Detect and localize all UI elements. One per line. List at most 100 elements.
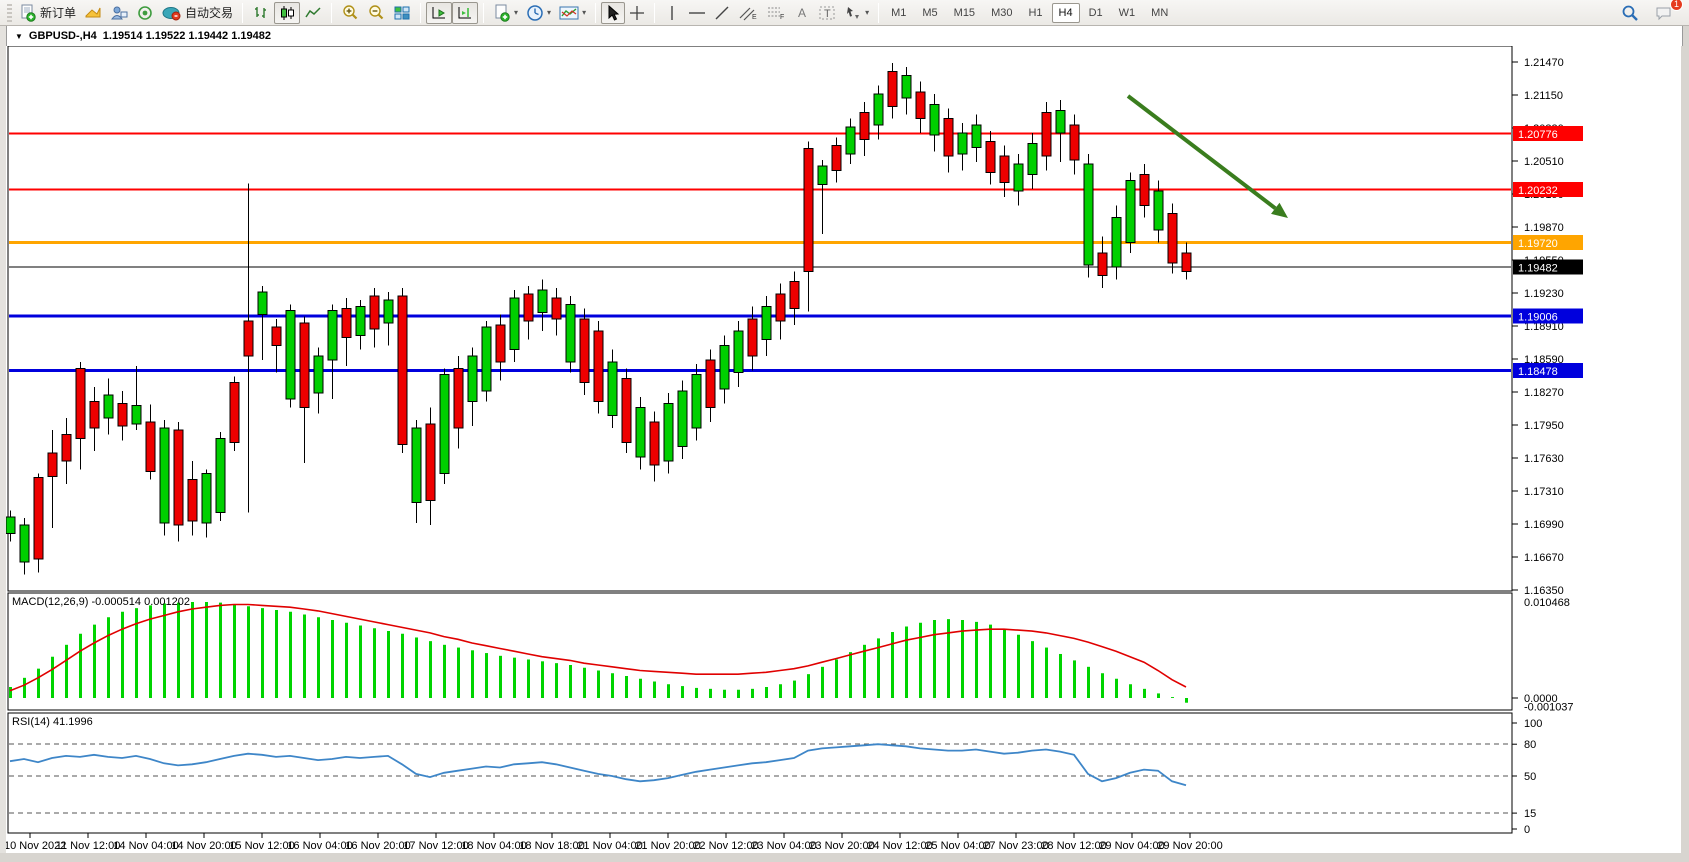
bar-chart-mode-button[interactable] [248,2,274,24]
fibonacci-tool-button[interactable]: F [762,2,790,24]
candlestick-mode-button[interactable] [274,1,301,24]
vertical-line-icon [671,5,673,20]
new-chart-button[interactable]: ▾ [489,2,522,24]
timeframe-button-m1[interactable]: M1 [891,6,907,19]
dropdown-caret-icon: ▾ [514,8,519,17]
rsi-label: RSI(14) 41.1996 [12,716,93,728]
candle-body [411,427,422,503]
tile-windows-button[interactable] [389,2,415,24]
panel-borders [7,45,1513,834]
bar-chart-icon [255,6,267,18]
equidistant-channel-icon: E [739,7,757,21]
arrow-objects-icon [847,6,860,19]
text-label-tool-button[interactable]: T [814,2,840,24]
collapse-icon[interactable]: ▼ [15,31,23,41]
candle-body [1153,190,1164,231]
zoom-in-icon [343,5,358,20]
macd-panel: MACD(12,26,9) -0.000514 0.001202 0.010468… [9,596,1574,714]
auto-scroll-button[interactable] [426,1,453,24]
zoom-out-button[interactable] [363,2,389,24]
notifications-button[interactable]: 1 [1651,0,1683,24]
candle-body [565,303,576,363]
timeframe-button-m30[interactable]: M30 [991,6,1013,19]
candle-body [705,359,716,408]
equidistant-channel-tool-button[interactable]: E [734,2,762,24]
svg-text:A: A [798,6,806,20]
trend-arrow[interactable] [1126,94,1288,218]
timeframe-button-h1[interactable]: H1 [1028,6,1043,19]
time-axis-label: 23 Nov 20:00 [809,840,874,852]
auto-trading-button[interactable]: 自动交易 [158,2,237,24]
pivot-badge [1513,234,1583,250]
indicators-button[interactable]: ▾ [555,2,590,24]
toolbar-separator [878,2,880,23]
timeframe-button-m15[interactable]: M15 [953,6,976,19]
trendline-icon [715,6,729,19]
rsi-line [9,743,1187,787]
rsi-panel: RSI(14) 41.1996 100 80 50 15 0 [9,716,1542,836]
text-tool-button[interactable]: A [790,2,814,24]
timeframe-button-mn[interactable]: MN [1151,6,1169,19]
horizontal-lines[interactable] [9,132,1511,373]
market-watch-button[interactable] [80,2,106,24]
candle-body [663,402,674,462]
strategy-tester-button[interactable] [132,2,158,24]
time-axis-label: 29 Nov 20:00 [1157,840,1222,852]
price-badges[interactable]: 1.20776 1.20232 1.19720 1.19482 1.19006 1.184… [1513,126,1583,379]
cursor-tool-button[interactable] [601,1,626,24]
line-chart-mode-button[interactable] [300,2,326,24]
timeframe-button-h4[interactable]: H4 [1051,2,1080,23]
market-watch-icon [85,7,101,17]
candle-body [173,429,184,526]
periods-button[interactable]: ▾ [522,2,555,24]
auto-trading-label: 自动交易 [185,6,234,20]
last-price-badge [1513,259,1583,275]
candle-body [1181,252,1192,272]
resistance-badge [1513,182,1583,198]
timeframe-button-m5[interactable]: M5 [922,6,938,19]
crosshair-tool-button[interactable] [625,2,649,24]
candlestick-series [5,63,1192,575]
timeframe-button-d1[interactable]: D1 [1088,6,1103,19]
candle-body [887,70,898,107]
candle-body [747,318,758,357]
candle-body [775,293,786,322]
candle-body [831,145,842,171]
chart-shift-button[interactable] [452,1,479,24]
rsi-axis-label: 0 [1524,824,1530,836]
candle-body [607,361,618,417]
cursor-icon [608,4,620,21]
candle-body [635,406,646,458]
toolbar-separator [595,2,597,23]
chart-window-header[interactable]: ▼ GBPUSD-,H4 1.19514 1.19522 1.19442 1.1… [6,26,1683,46]
candle-body [313,355,324,394]
candle-body [859,112,870,140]
svg-text:1.18910: 1.18910 [1524,321,1564,333]
candle-body [383,299,394,324]
toolbar-grip[interactable] [7,3,12,22]
new-order-button[interactable]: 新订单 [15,2,80,24]
terminal-button[interactable] [106,2,132,24]
line-chart-icon [305,6,321,17]
candle-body [117,402,128,427]
candle-body [1027,142,1038,175]
arrows-tool-button[interactable]: ▾ [840,2,873,24]
vertical-line-tool-button[interactable] [660,2,684,24]
horizontal-line-tool-button[interactable] [684,2,710,24]
svg-text:E: E [752,14,757,21]
candle-body [509,297,520,351]
time-axis-label: 18 Nov 04:00 [461,840,526,852]
timeframe-button-w1[interactable]: W1 [1118,6,1136,19]
rsi-axis-label: 15 [1524,808,1536,820]
time-axis-label: 27 Nov 23:00 [983,840,1048,852]
candle-body [439,373,450,474]
time-axis-label: 22 Nov 12:00 [693,840,758,852]
time-axis-label: 16 Nov 04:00 [287,840,352,852]
search-button[interactable] [1617,2,1643,24]
window-right-edge[interactable] [1681,26,1689,854]
trendline-tool-button[interactable] [710,2,734,24]
window-left-edge [0,26,6,854]
zoom-in-button[interactable] [337,2,363,24]
